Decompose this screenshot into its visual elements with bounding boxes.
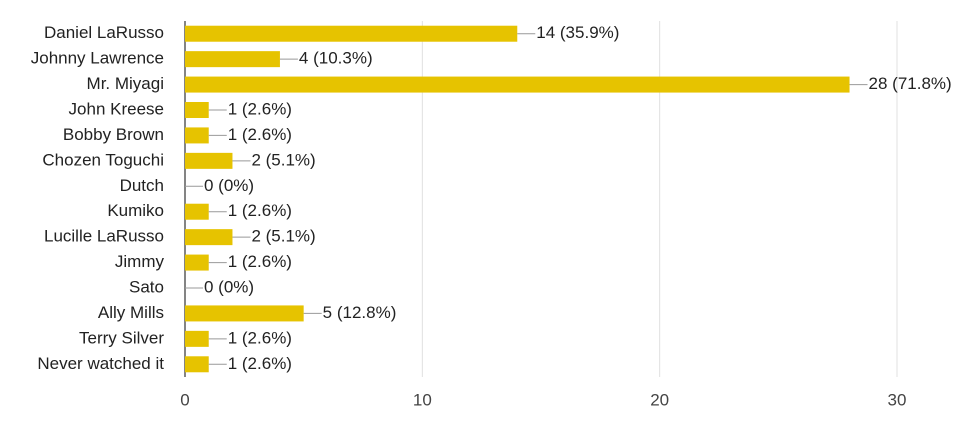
y-tick-label: John Kreese xyxy=(69,99,164,118)
data-label: 1 (2.6%) xyxy=(228,125,292,144)
bar xyxy=(185,330,209,347)
data-label: 2 (5.1%) xyxy=(251,227,315,246)
bar xyxy=(185,254,209,271)
y-tick-label: Johnny Lawrence xyxy=(31,49,164,68)
data-label: 4 (10.3%) xyxy=(299,49,373,68)
bar xyxy=(185,356,209,373)
data-label: 1 (2.6%) xyxy=(228,201,292,220)
data-label: 1 (2.6%) xyxy=(228,354,292,373)
data-label: 0 (0%) xyxy=(204,277,254,296)
y-tick-label: Ally Mills xyxy=(98,303,164,322)
bar xyxy=(185,203,209,220)
data-label: 1 (2.6%) xyxy=(228,252,292,271)
data-label: 28 (71.8%) xyxy=(869,74,952,93)
x-tick-label: 30 xyxy=(888,390,907,409)
y-tick-label: Dutch xyxy=(120,176,164,195)
x-tick-label: 10 xyxy=(413,390,432,409)
y-tick-label: Never watched it xyxy=(37,354,164,373)
data-label: 14 (35.9%) xyxy=(536,23,619,42)
bar xyxy=(185,76,850,93)
data-label: 2 (5.1%) xyxy=(251,150,315,169)
bar xyxy=(185,305,304,322)
bar xyxy=(185,102,209,118)
y-tick-label: Sato xyxy=(129,277,164,296)
bar xyxy=(185,51,280,68)
data-label: 1 (2.6%) xyxy=(228,99,292,118)
y-tick-label: Mr. Miyagi xyxy=(87,74,164,93)
bar xyxy=(185,127,209,144)
bar xyxy=(185,229,233,246)
data-label: 0 (0%) xyxy=(204,176,254,195)
data-label: 1 (2.6%) xyxy=(228,328,292,347)
bar xyxy=(185,152,233,169)
y-tick-label: Bobby Brown xyxy=(63,125,164,144)
y-tick-label: Lucille LaRusso xyxy=(44,227,164,246)
y-tick-label: Chozen Toguchi xyxy=(42,150,164,169)
x-tick-label: 20 xyxy=(650,390,669,409)
y-tick-label: Terry Silver xyxy=(79,328,164,347)
data-label: 5 (12.8%) xyxy=(323,303,397,322)
y-tick-label: Jimmy xyxy=(115,252,165,271)
y-tick-label: Daniel LaRusso xyxy=(44,23,164,42)
bar xyxy=(185,25,518,42)
x-tick-label: 0 xyxy=(180,390,189,409)
y-tick-label: Kumiko xyxy=(107,201,164,220)
